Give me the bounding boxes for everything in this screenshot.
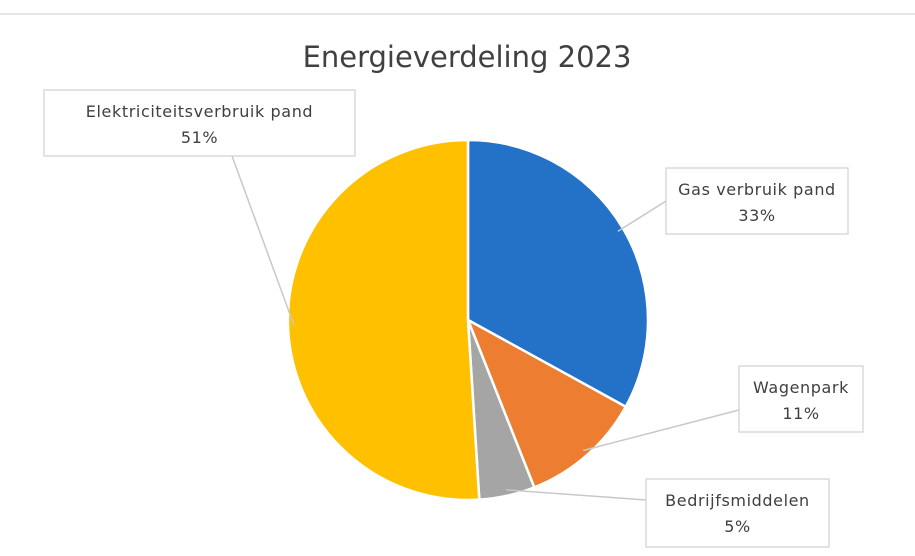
value-label: 11% (782, 404, 819, 423)
pie-slice-elektriciteitsverbruik-pand (286, 138, 481, 502)
callout-box (645, 478, 830, 548)
callout-elektriciteitsverbruik-pand: Elektriciteitsverbruik pand 51% (43, 89, 356, 157)
callout-box (665, 167, 849, 235)
leader-line-bedrijfsmiddelen (505, 489, 647, 501)
pie-slice-wagenpark (465, 317, 628, 489)
data-callouts: Gas verbruik pand 33% Wagenpark 11% Bedrijfs… (43, 89, 864, 548)
callout-box (43, 89, 356, 157)
callout-wagenpark: Wagenpark 11% (738, 365, 864, 433)
callout-box (738, 365, 864, 433)
value-label: 51% (181, 128, 218, 147)
category-label: Gas verbruik pand (678, 180, 836, 199)
category-label: Wagenpark (753, 378, 849, 397)
leader-line-gasverbruik-pand (617, 200, 667, 233)
chart-title: Energieverdeling 2023 (303, 40, 632, 74)
leader-line-wagenpark (582, 409, 740, 452)
value-label: 5% (724, 517, 751, 536)
category-label: Bedrijfsmiddelen (665, 491, 810, 510)
value-label: 33% (738, 206, 775, 225)
leader-line-elektriciteitsverbruik-pand (231, 155, 295, 326)
callout-gasverbruik-pand: Gas verbruik pand 33% (665, 167, 849, 235)
callout-bedrijfsmiddelen: Bedrijfsmiddelen 5% (645, 478, 830, 548)
callout-leader-lines (231, 155, 740, 501)
category-label: Elektriciteitsverbruik pand (86, 102, 313, 121)
pie-slices (286, 138, 650, 502)
